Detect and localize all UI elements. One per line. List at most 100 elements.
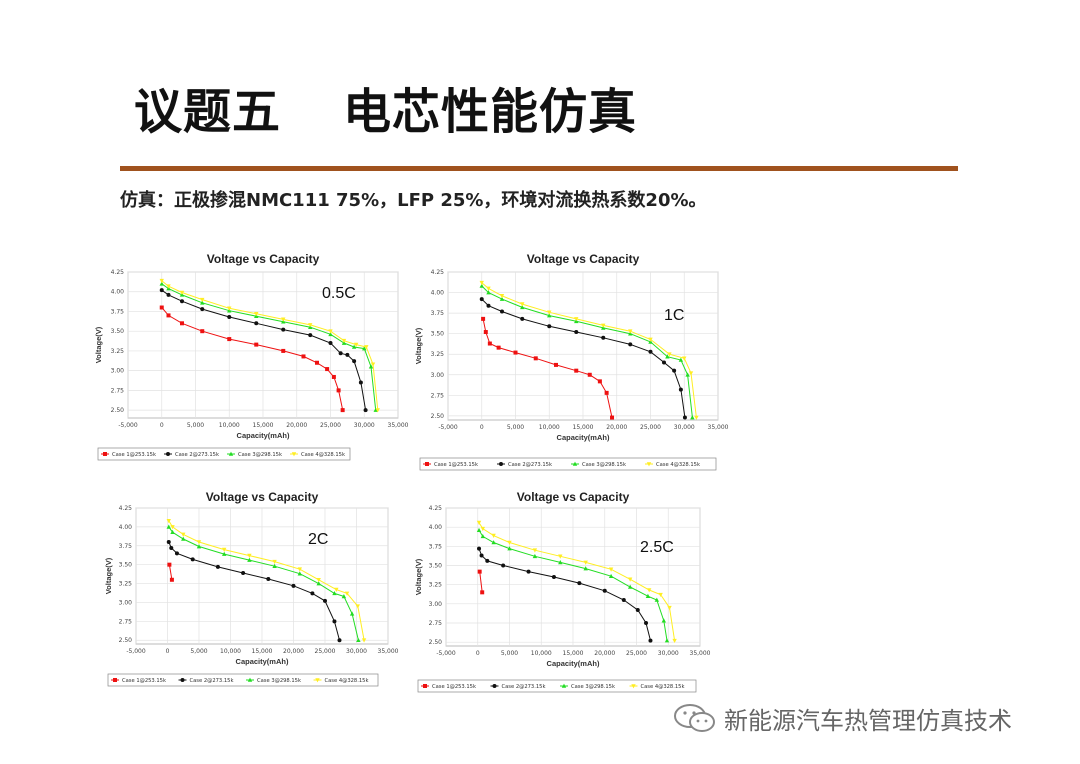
data-point: [328, 341, 333, 346]
data-point: [170, 529, 175, 534]
data-point: [291, 583, 296, 588]
data-point: [500, 309, 504, 314]
legend-box: [417, 679, 697, 693]
legend-marker: [228, 451, 234, 456]
data-point: [323, 598, 327, 603]
chart-title: Voltage vs Capacity: [527, 252, 640, 266]
data-point: [520, 316, 525, 321]
data-point: [297, 567, 302, 572]
data-point: [159, 278, 164, 284]
data-point: [491, 540, 496, 545]
x-tick-label: 10,000: [219, 422, 240, 429]
legend-label: Case 4@328.15k: [641, 684, 685, 690]
data-point: [513, 350, 518, 355]
x-tick-label: -5,000: [438, 424, 458, 431]
y-tick-label: 3.50: [429, 563, 443, 570]
data-point: [658, 592, 663, 598]
y-tick-label: 4.25: [119, 505, 133, 512]
data-point: [476, 520, 482, 525]
data-point: [166, 284, 171, 289]
data-point: [480, 533, 486, 539]
data-point: [332, 590, 337, 596]
data-point: [574, 317, 579, 322]
data-point: [301, 354, 306, 359]
data-point: [574, 330, 579, 335]
legend-marker: [499, 462, 503, 466]
series-4: [166, 519, 367, 643]
data-point: [340, 408, 345, 413]
legend-marker: [291, 452, 297, 457]
series-line: [161, 280, 379, 411]
legend-marker: [492, 684, 497, 688]
data-point: [628, 342, 633, 347]
y-tick-label: 3.00: [119, 599, 133, 606]
x-tick-label: 10,000: [531, 650, 552, 657]
data-point: [479, 297, 484, 302]
legend-label: Case 1@253.15k: [432, 684, 476, 690]
x-tick-label: 20,000: [594, 650, 615, 657]
legend-label: Case 3@298.15k: [257, 678, 301, 684]
data-point: [351, 344, 357, 349]
data-point: [682, 356, 687, 361]
x-tick-label: 10,000: [539, 424, 560, 431]
data-point: [551, 575, 556, 579]
y-tick-label: 4.25: [429, 505, 443, 512]
data-point: [476, 527, 482, 533]
data-point: [180, 299, 184, 304]
x-tick-label: -5,000: [126, 648, 146, 655]
chart-title: Voltage vs Capacity: [517, 490, 630, 504]
x-axis-label: Capacity(mAh): [236, 657, 289, 666]
legend: Case 1@253.15k Case 2@273.15k Case 3@298.1…: [97, 447, 351, 461]
data-point: [337, 638, 342, 643]
data-point: [587, 372, 592, 377]
data-point: [690, 415, 695, 420]
data-point: [597, 379, 602, 384]
x-axis-label: Capacity(mAh): [557, 433, 610, 442]
data-point: [507, 540, 512, 545]
title-divider: [120, 166, 958, 171]
data-point: [325, 367, 330, 372]
series-3: [476, 527, 670, 643]
data-point: [328, 329, 333, 334]
data-point: [167, 562, 172, 567]
data-point: [479, 280, 484, 286]
data-point: [648, 638, 653, 643]
x-tick-label: 20,000: [283, 648, 304, 655]
chart-2: Voltage vs Capacity -5,000 0 5,000 10,000 15,…: [104, 490, 399, 687]
data-point: [200, 329, 205, 334]
y-tick-label: 4.25: [431, 269, 445, 276]
legend-marker: [646, 462, 652, 467]
data-point: [678, 387, 683, 392]
x-tick-label: 0: [476, 650, 480, 657]
data-point: [682, 415, 687, 420]
series-4: [159, 278, 380, 413]
data-point: [694, 415, 699, 420]
series-2: [166, 540, 342, 643]
data-point: [200, 307, 205, 312]
x-tick-label: 5,000: [501, 650, 518, 657]
data-point: [174, 551, 179, 556]
y-tick-label: 2.75: [429, 620, 443, 627]
y-tick-label: 3.50: [111, 328, 125, 335]
legend: Case 1@253.15k Case 2@273.15k Case 3@298.1…: [107, 673, 379, 687]
x-tick-label: 35,000: [690, 650, 711, 657]
series-1: [159, 305, 345, 413]
data-point: [227, 337, 232, 342]
data-point: [491, 533, 496, 538]
x-tick-label: 35,000: [708, 424, 729, 431]
legend-label: Case 3@298.15k: [571, 684, 615, 690]
data-point: [308, 323, 313, 328]
data-point: [352, 359, 357, 364]
x-tick-label: 10,000: [220, 648, 241, 655]
data-point: [368, 364, 374, 369]
data-point: [310, 591, 315, 596]
data-point: [685, 372, 690, 377]
data-point: [645, 593, 651, 598]
data-point: [190, 557, 195, 562]
data-point: [281, 317, 286, 322]
data-point: [501, 563, 506, 568]
c-rate-annotation: 2C: [308, 531, 328, 548]
data-point: [361, 638, 367, 643]
y-tick-label: 3.00: [111, 368, 125, 375]
data-point: [328, 331, 333, 337]
